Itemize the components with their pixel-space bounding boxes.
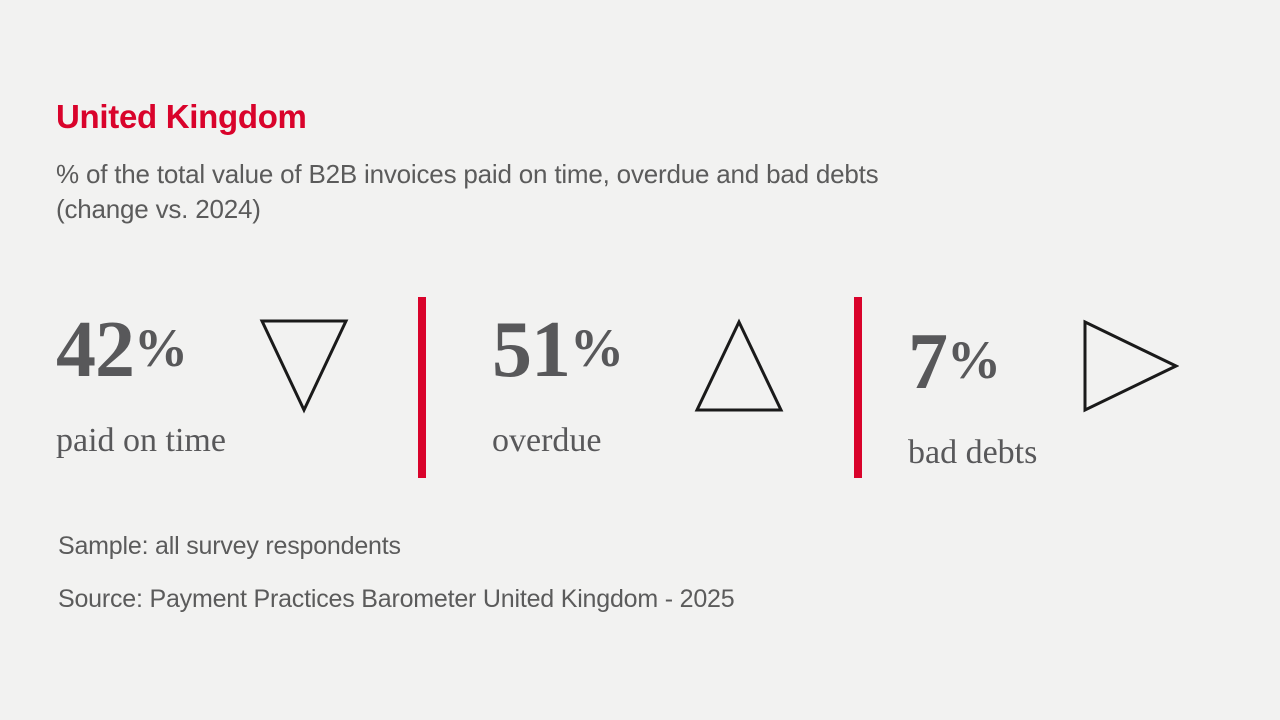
sample-note: Sample: all survey respondents bbox=[58, 532, 401, 560]
percent-sign: % bbox=[134, 318, 188, 378]
divider-1 bbox=[418, 297, 426, 478]
stat-number: 7 bbox=[908, 318, 948, 406]
triangle-right-icon bbox=[1081, 318, 1179, 414]
stat-label-bad-debts: bad debts bbox=[908, 434, 1038, 471]
stat-number: 51 bbox=[492, 306, 571, 394]
percent-sign: % bbox=[947, 330, 1001, 390]
footnotes: Sample: all survey respondents Source: P… bbox=[58, 532, 735, 613]
stat-number: 42 bbox=[56, 306, 135, 394]
page-title: United Kingdom bbox=[56, 98, 307, 135]
stat-value-paid-on-time: 42% bbox=[56, 310, 188, 390]
stat-value-bad-debts: 7% bbox=[908, 322, 1001, 402]
subtitle-line-2: (change vs. 2024) bbox=[56, 193, 261, 224]
source-note: Source: Payment Practices Barometer Unit… bbox=[58, 585, 735, 613]
subtitle-line-1: % of the total value of B2B invoices pai… bbox=[56, 159, 879, 189]
percent-sign: % bbox=[570, 318, 624, 378]
statistics-row: 42% paid on time 51% overdue bbox=[0, 288, 1280, 488]
triangle-down-icon bbox=[259, 318, 349, 414]
stat-label-overdue: overdue bbox=[492, 422, 602, 459]
stat-label-paid-on-time: paid on time bbox=[56, 422, 226, 459]
stat-value-overdue: 51% bbox=[492, 310, 624, 390]
divider-2 bbox=[854, 297, 862, 478]
subtitle: % of the total value of B2B invoices pai… bbox=[56, 157, 1216, 226]
triangle-up-icon bbox=[694, 318, 784, 414]
